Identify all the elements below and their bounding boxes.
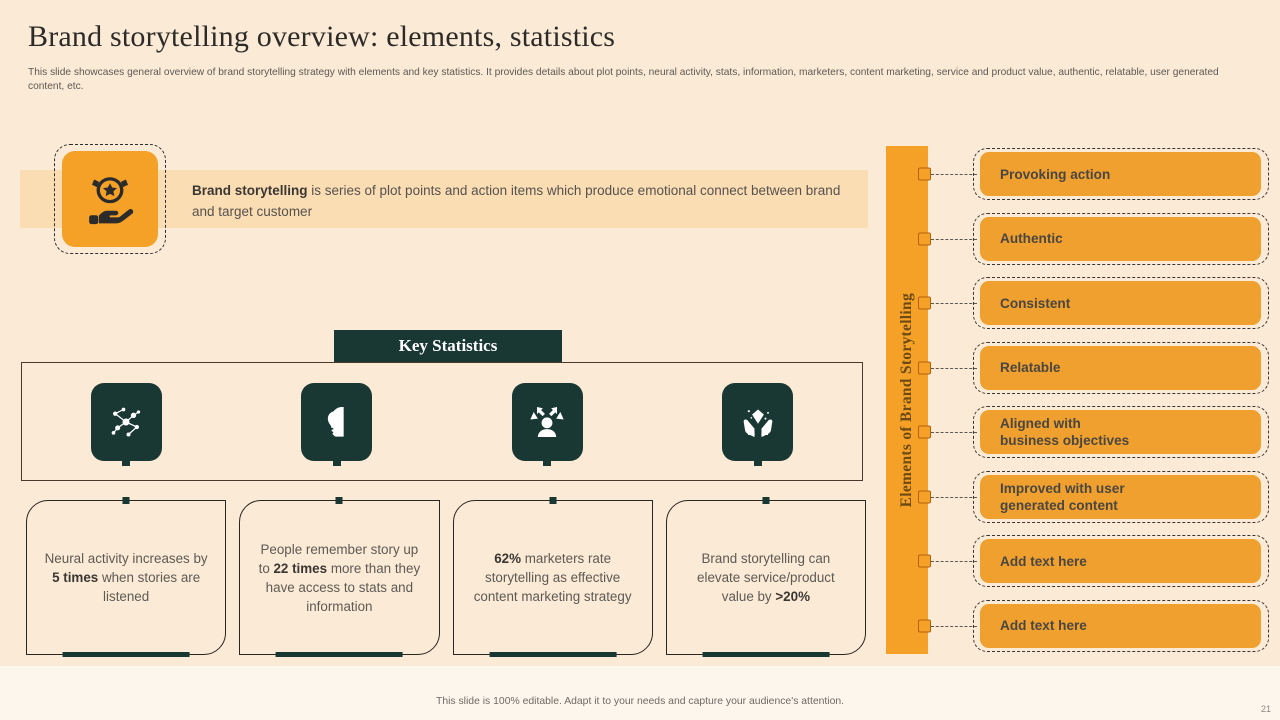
element-dashed-frame — [973, 277, 1269, 330]
element-dashed-frame — [973, 341, 1269, 394]
page-subtitle: This slide showcases general overview of… — [28, 67, 1219, 92]
elements-axis-label-text: Elements of Brand Storytelling — [898, 292, 915, 508]
key-statistics-banner: Key Statistics — [334, 330, 562, 362]
element-connector-line — [931, 238, 977, 240]
statistic-card: 62% marketers rate storytelling as effec… — [452, 497, 653, 657]
element-connector-chip — [918, 232, 931, 246]
definition-strip — [20, 170, 868, 228]
definition-text: Brand storytelling is series of plot poi… — [192, 180, 852, 222]
element-connector-chip — [918, 167, 931, 181]
element-connector-chip — [918, 361, 931, 375]
element-label: Aligned with business objectives — [1000, 416, 1130, 449]
card-connector-dot — [549, 497, 557, 504]
element-row[interactable]: Aligned with business objectives — [918, 406, 1269, 459]
card-accent-bar — [489, 652, 617, 657]
page-number: 21 — [1260, 704, 1271, 714]
element-connector-line — [931, 625, 977, 627]
molecule-network-icon — [111, 407, 141, 436]
element-row[interactable]: Provoking action — [918, 148, 1269, 200]
statistic-card: Brand storytelling can elevate service/p… — [665, 497, 866, 657]
element-pill[interactable]: Add text here — [980, 603, 1261, 648]
element-label: Add text here — [1000, 618, 1087, 634]
element-label: Authentic — [1000, 231, 1063, 247]
element-pill[interactable]: Authentic — [980, 216, 1261, 261]
element-pill[interactable]: Provoking action — [980, 152, 1261, 196]
page-title: Brand storytelling overview: elements, s… — [28, 20, 616, 53]
element-dashed-frame — [973, 535, 1269, 588]
person-growth-arrows-icon-tile — [511, 382, 583, 461]
card-accent-bar — [275, 652, 403, 657]
footer-note: This slide is 100% editable. Adapt it to… — [435, 696, 845, 707]
element-row[interactable]: Consistent — [918, 277, 1269, 330]
element-connector-line — [931, 561, 977, 563]
statistic-card-text: 62% marketers rate storytelling as effec… — [473, 551, 632, 604]
element-dashed-frame — [973, 599, 1269, 652]
element-dashed-frame — [973, 148, 1269, 200]
element-label: Consistent — [1000, 295, 1071, 311]
element-pill[interactable]: Improved with user generated content — [980, 474, 1261, 519]
hand-holding-badge-icon — [89, 177, 134, 225]
element-row[interactable]: Add text here — [918, 599, 1269, 652]
statistic-card: People remember story up to 22 times mor… — [239, 497, 440, 657]
element-connector-chip — [918, 619, 931, 633]
element-connector-line — [931, 367, 977, 369]
element-connector-chip — [918, 296, 931, 310]
statistic-card: Neural activity increases by 5 times whe… — [26, 497, 227, 657]
hands-diamond-icon-tile — [722, 382, 794, 461]
element-pill[interactable]: Add text here — [980, 539, 1261, 584]
element-connector-line — [931, 174, 977, 175]
statistic-card-text: People remember story up to 22 times mor… — [258, 541, 421, 614]
person-growth-arrows-icon — [530, 406, 564, 437]
elements-list: Provoking action Authentic Consistent Re… — [918, 148, 1269, 652]
molecule-network-icon-tile — [90, 382, 162, 461]
definition-bold-lead: Brand storytelling — [192, 183, 308, 198]
key-statistic-icon-cell — [442, 382, 653, 461]
element-row[interactable]: Add text here — [918, 535, 1269, 588]
element-label: Add text here — [1000, 553, 1087, 569]
element-row[interactable]: Authentic — [918, 212, 1269, 265]
statistic-card-text: Brand storytelling can elevate service/p… — [697, 551, 835, 604]
element-connector-line — [931, 303, 977, 305]
elements-axis-bar — [886, 146, 928, 654]
statistics-card-row: Neural activity increases by 5 times whe… — [26, 497, 866, 657]
card-accent-bar — [702, 652, 830, 657]
element-connector-chip — [918, 425, 931, 439]
element-pill[interactable]: Consistent — [980, 281, 1261, 326]
element-row[interactable]: Improved with user generated content — [918, 470, 1269, 523]
footer-band — [0, 666, 1280, 720]
definition-icon-tile — [62, 151, 158, 247]
element-pill[interactable]: Aligned with business objectives — [980, 410, 1261, 455]
card-connector-dot — [762, 497, 770, 504]
key-statistic-icon-cell — [21, 382, 232, 461]
head-lightbulb-icon — [327, 406, 344, 437]
hands-diamond-icon — [743, 409, 773, 437]
element-connector-line — [931, 432, 977, 434]
element-dashed-frame — [973, 212, 1269, 265]
key-statistics-icon-row — [21, 362, 863, 481]
element-label: Improved with user generated content — [1000, 480, 1125, 513]
element-label: Relatable — [1000, 360, 1061, 376]
key-statistic-icon-cell — [653, 382, 864, 461]
card-accent-bar — [62, 652, 190, 657]
card-connector-dot — [335, 497, 343, 504]
element-connector-chip — [918, 490, 931, 504]
element-dashed-frame — [973, 470, 1269, 523]
element-pill[interactable]: Relatable — [980, 345, 1261, 390]
definition-icon-dashed-frame — [54, 144, 166, 254]
element-connector-line — [931, 496, 977, 498]
element-label: Provoking action — [1000, 166, 1111, 182]
definition-body: is series of plot points and action item… — [192, 183, 841, 219]
element-row[interactable]: Relatable — [918, 341, 1269, 394]
element-connector-chip — [918, 554, 931, 568]
card-connector-dot — [122, 497, 130, 504]
element-dashed-frame — [973, 406, 1269, 459]
key-statistic-icon-cell — [232, 382, 443, 461]
statistic-card-text: Neural activity increases by 5 times whe… — [44, 551, 208, 604]
head-lightbulb-icon-tile — [301, 382, 373, 461]
